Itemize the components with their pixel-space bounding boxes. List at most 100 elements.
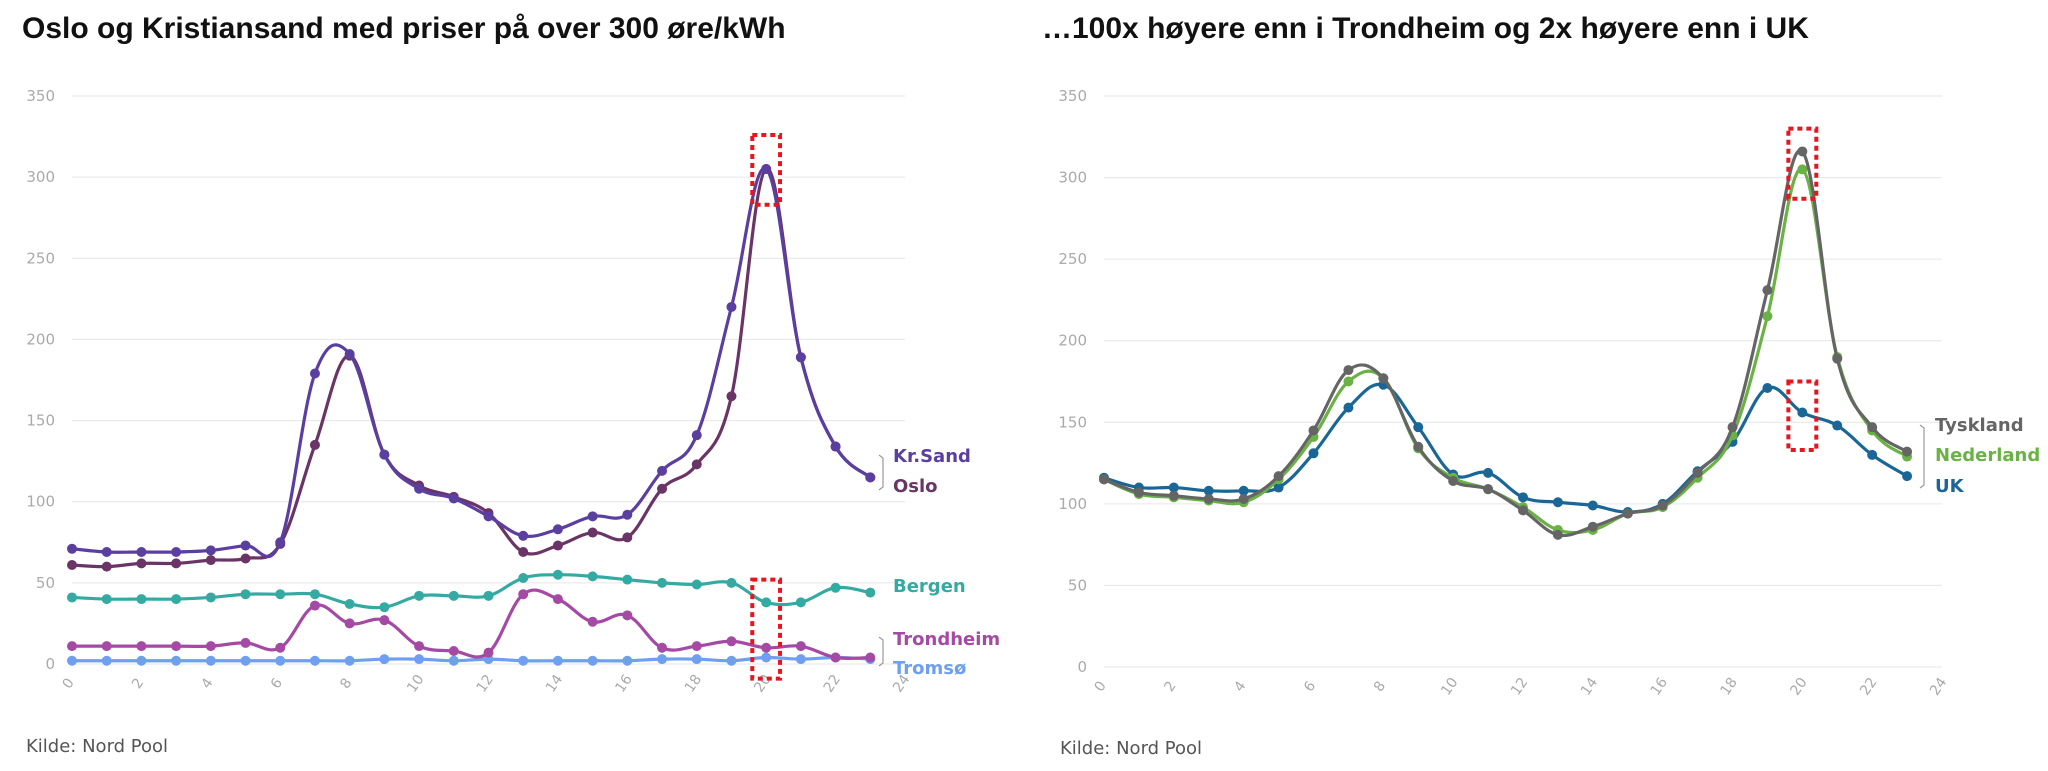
series-kr-sand (67, 164, 876, 559)
series-bergen (67, 569, 876, 613)
data-point (275, 655, 286, 666)
data-point (622, 610, 633, 621)
data-point (830, 441, 841, 452)
data-point (587, 616, 598, 627)
data-point (344, 655, 355, 666)
data-point (379, 615, 390, 626)
data-point (865, 587, 876, 598)
data-point (344, 618, 355, 629)
data-point (865, 472, 876, 483)
data-point (587, 655, 598, 666)
chart-title: Oslo og Kristiansand med priser på over … (22, 12, 786, 45)
y-tick-label: 50 (36, 574, 55, 592)
data-point (552, 594, 563, 605)
data-point (1308, 448, 1319, 459)
data-point (240, 553, 251, 564)
data-point (691, 579, 702, 590)
x-tick-label: 14 (543, 672, 566, 696)
data-point (240, 540, 251, 551)
x-tick-label: 8 (1371, 678, 1389, 694)
y-tick-label: 250 (1058, 250, 1087, 268)
data-point (1867, 449, 1878, 460)
data-point (1832, 353, 1843, 364)
data-point (379, 654, 390, 665)
y-tick-label: 300 (26, 168, 55, 186)
y-tick-label: 100 (26, 493, 55, 511)
data-point (1797, 146, 1808, 157)
data-point (136, 655, 147, 666)
data-point (205, 545, 216, 556)
data-point (726, 655, 737, 666)
x-tick-label: 22 (1857, 675, 1880, 699)
data-point (1762, 383, 1773, 394)
data-point (171, 594, 182, 605)
data-point (136, 558, 147, 569)
y-tick-label: 150 (1058, 413, 1087, 431)
y-tick-label: 200 (1058, 332, 1087, 350)
x-tick-label: 18 (682, 672, 705, 696)
x-tick-label: 0 (60, 675, 78, 691)
data-point (1448, 476, 1459, 487)
data-point (622, 532, 633, 543)
chart-title: …100x høyere enn i Trondheim og 2x høyer… (1042, 12, 1809, 45)
data-point (1587, 521, 1598, 532)
data-point (240, 589, 251, 600)
data-point (309, 589, 320, 600)
data-point (171, 655, 182, 666)
y-tick-label: 200 (26, 330, 55, 348)
data-point (518, 547, 529, 558)
series-tyskland (1099, 146, 1913, 540)
data-point (205, 641, 216, 652)
data-point (414, 641, 425, 652)
x-tick-label: 18 (1718, 675, 1741, 699)
data-point (1413, 441, 1424, 452)
data-point (309, 439, 320, 450)
data-point (1797, 164, 1808, 175)
x-tick-label: 24 (1927, 675, 1950, 699)
data-point (1343, 376, 1354, 387)
y-tick-label: 100 (1058, 495, 1087, 513)
data-point (344, 598, 355, 609)
data-point (1518, 505, 1528, 516)
data-point (1518, 492, 1528, 503)
data-point (205, 592, 216, 603)
data-point (136, 594, 147, 605)
data-point (1413, 422, 1424, 433)
data-point (761, 597, 772, 608)
data-point (1692, 467, 1703, 478)
data-point (205, 655, 216, 666)
x-tick-label: 2 (129, 675, 147, 691)
data-point (344, 349, 355, 360)
x-tick-label: 4 (1231, 678, 1249, 695)
data-point (1832, 420, 1843, 431)
data-point (101, 655, 112, 666)
data-point (414, 654, 425, 665)
data-point (1378, 373, 1389, 384)
data-point (830, 652, 841, 663)
data-point (726, 577, 737, 588)
data-point (1203, 493, 1214, 504)
y-tick-label: 0 (45, 655, 55, 673)
data-point (448, 590, 459, 601)
series-label: Tyskland (1935, 415, 2024, 436)
data-point (1343, 365, 1354, 376)
data-point (414, 483, 425, 494)
line-chart-norway: 0 50 100 150 200 250 300 350 0 2 4 6 8 10 12 14 16 18 20 22… (26, 87, 1000, 696)
data-point (1168, 490, 1179, 501)
data-point (171, 558, 182, 569)
y-tick-label: 250 (26, 249, 55, 267)
data-point (1657, 500, 1668, 511)
data-point (761, 164, 772, 175)
data-point (414, 590, 425, 601)
x-tick-label: 12 (474, 672, 497, 696)
series-label: Bergen (893, 576, 966, 597)
chart-panel-left: Oslo og Kristiansand med priser på over … (22, 12, 1000, 757)
data-point (657, 654, 668, 665)
data-point (518, 655, 529, 666)
data-point (795, 654, 806, 665)
data-point (101, 547, 112, 558)
label-bracket (878, 454, 884, 491)
data-point (67, 655, 77, 666)
data-point (1483, 467, 1494, 478)
x-tick-label: 10 (404, 672, 427, 696)
